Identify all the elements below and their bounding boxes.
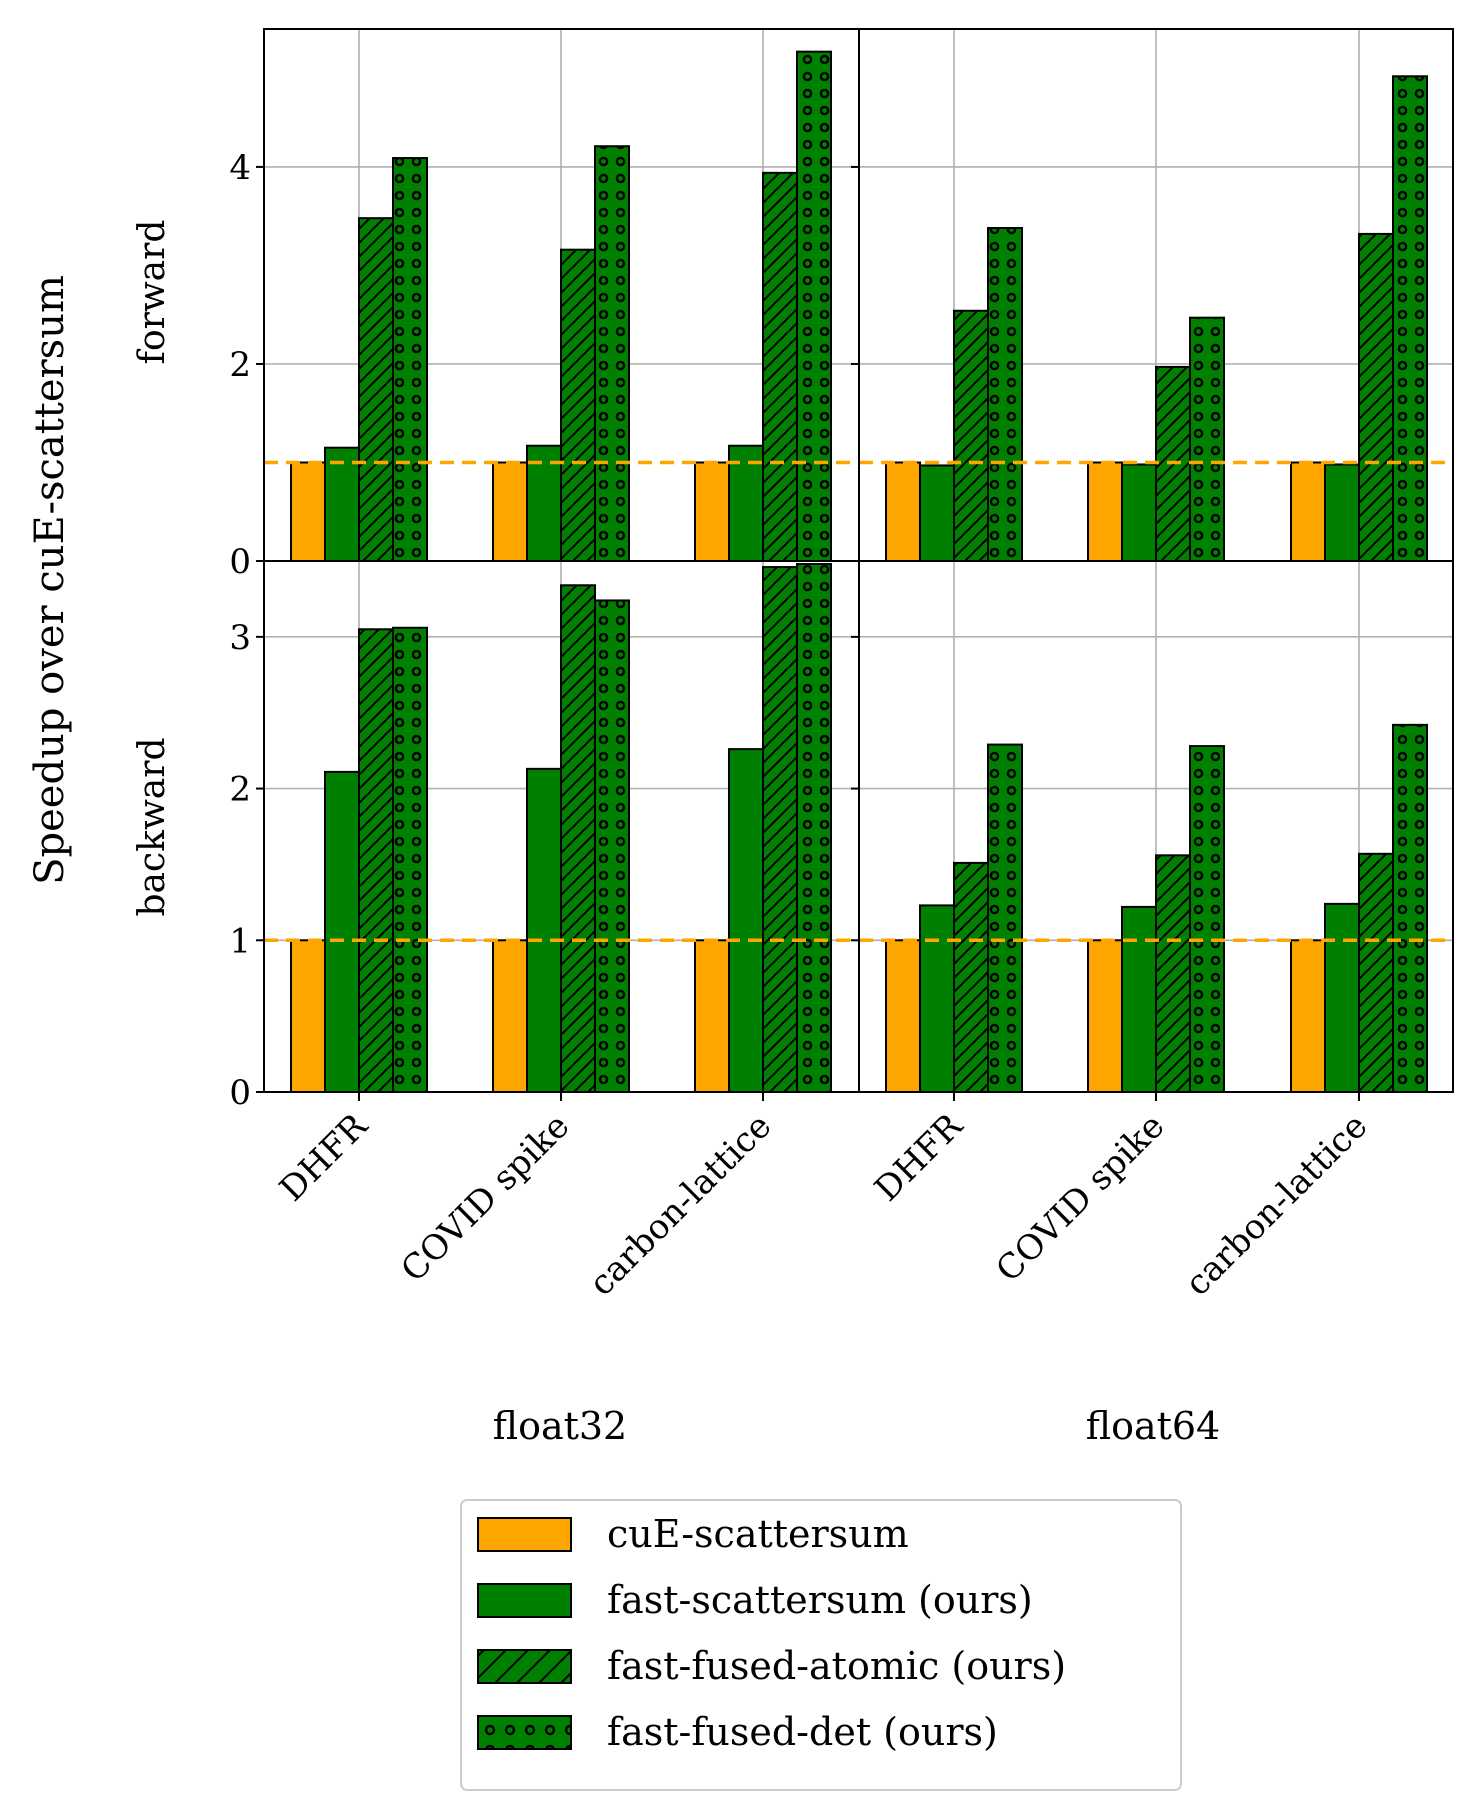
bar-forward-float64-covid-spike-cue-scattersum [1087, 461, 1123, 562]
ytick-label-backward-0: 0 [229, 1073, 251, 1113]
bar-forward-float32-dhfr-fast-fused-det-ours [392, 157, 428, 562]
bar-backward-float32-covid-spike-fast-scattersum-ours [526, 767, 562, 1093]
legend-swatch-fast-fused-det [477, 1715, 572, 1750]
ytick-label-backward-1: 1 [229, 921, 251, 961]
xtick-label-float32-carbon-lattice: carbon-lattice [582, 1106, 780, 1304]
xtick-label-float32-covid-spike: COVID spike [393, 1106, 577, 1290]
bar-backward-float32-dhfr-fast-fused-atomic-ours [358, 628, 394, 1093]
bar-backward-float64-carbon-lattice-fast-scattersum-ours [1324, 902, 1360, 1093]
bar-backward-float32-carbon-lattice-fast-fused-det-ours [796, 563, 832, 1093]
ytick-label-forward-2: 2 [229, 345, 251, 385]
bar-forward-float64-carbon-lattice-cue-scattersum [1290, 461, 1326, 562]
bar-forward-float64-dhfr-fast-scattersum-ours [919, 464, 955, 563]
bar-backward-float64-dhfr-fast-fused-det-ours [987, 743, 1023, 1093]
bar-forward-float32-covid-spike-fast-fused-det-ours [594, 145, 630, 562]
legend: cuE-scattersum fast-scattersum (ours) fa… [460, 1499, 1182, 1791]
bar-forward-float64-carbon-lattice-fast-fused-atomic-ours [1358, 232, 1394, 562]
bar-forward-float64-dhfr-fast-fused-det-ours [987, 227, 1023, 562]
bar-backward-float64-covid-spike-fast-fused-det-ours [1189, 745, 1225, 1093]
bar-forward-float64-covid-spike-fast-fused-det-ours [1189, 316, 1225, 563]
bar-backward-float32-covid-spike-cue-scattersum [492, 939, 528, 1093]
xtick-label-float32-dhfr: DHFR [272, 1105, 376, 1209]
xtick-label-float64-carbon-lattice: carbon-lattice [1178, 1106, 1376, 1304]
legend-swatch-fast-fused-atomic [477, 1649, 572, 1684]
xtick-label-float64-dhfr: DHFR [867, 1105, 971, 1209]
bar-backward-float64-dhfr-cue-scattersum [885, 939, 921, 1093]
bar-backward-float64-carbon-lattice-fast-fused-atomic-ours [1358, 852, 1394, 1094]
legend-swatch-cue-scattersum [477, 1517, 572, 1552]
ytick-label-backward-2: 2 [229, 770, 251, 810]
bar-forward-float64-covid-spike-fast-scattersum-ours [1121, 463, 1157, 562]
bar-forward-float32-covid-spike-fast-fused-atomic-ours [560, 248, 596, 562]
bar-backward-float32-dhfr-fast-fused-det-ours [392, 626, 428, 1093]
bar-forward-float32-carbon-lattice-fast-fused-atomic-ours [762, 171, 798, 562]
bar-backward-float64-carbon-lattice-fast-fused-det-ours [1392, 723, 1428, 1093]
column-label-float64: float64 [1086, 1404, 1221, 1448]
bar-forward-float32-dhfr-fast-fused-atomic-ours [358, 217, 394, 562]
bar-backward-float64-dhfr-fast-scattersum-ours [919, 904, 955, 1093]
bar-backward-float64-dhfr-fast-fused-atomic-ours [953, 861, 989, 1094]
column-label-float32: float32 [493, 1404, 628, 1448]
legend-swatch-fast-scattersum [477, 1583, 572, 1618]
legend-label-cue-scattersum: cuE-scattersum [607, 1512, 909, 1556]
bar-backward-float64-covid-spike-cue-scattersum [1087, 939, 1123, 1093]
legend-label-fast-fused-det: fast-fused-det (ours) [607, 1710, 998, 1754]
bar-forward-float64-carbon-lattice-fast-fused-det-ours [1392, 75, 1428, 563]
bar-forward-float32-covid-spike-cue-scattersum [492, 461, 528, 562]
bar-forward-float32-carbon-lattice-fast-fused-det-ours [796, 50, 832, 562]
bar-forward-float32-carbon-lattice-cue-scattersum [694, 461, 730, 562]
ytick-label-forward-4: 4 [229, 148, 251, 188]
row-label-forward: forward [132, 220, 173, 365]
row-label-backward: backward [132, 737, 173, 916]
bar-backward-float32-covid-spike-fast-fused-det-ours [594, 599, 630, 1094]
bar-backward-float32-dhfr-fast-scattersum-ours [324, 770, 360, 1094]
legend-label-fast-scattersum: fast-scattersum (ours) [607, 1578, 1033, 1622]
bar-backward-float64-covid-spike-fast-fused-atomic-ours [1155, 854, 1191, 1094]
y-axis-label: Speedup over cuE-scattersum [27, 275, 73, 885]
bar-backward-float32-dhfr-cue-scattersum [290, 939, 326, 1093]
bar-forward-float32-dhfr-fast-scattersum-ours [324, 446, 360, 562]
bar-backward-float64-carbon-lattice-cue-scattersum [1290, 939, 1326, 1093]
bar-backward-float32-covid-spike-fast-fused-atomic-ours [560, 584, 596, 1093]
bar-forward-float32-dhfr-cue-scattersum [290, 461, 326, 562]
bar-forward-float64-dhfr-fast-fused-atomic-ours [953, 309, 989, 562]
bar-backward-float32-carbon-lattice-fast-fused-atomic-ours [762, 566, 798, 1093]
legend-label-fast-fused-atomic: fast-fused-atomic (ours) [607, 1644, 1066, 1688]
bar-forward-float64-carbon-lattice-fast-scattersum-ours [1324, 463, 1360, 562]
legend-frame [460, 1499, 1182, 1791]
bar-backward-float32-carbon-lattice-fast-scattersum-ours [728, 748, 764, 1094]
xtick-label-float64-covid-spike: COVID spike [988, 1106, 1172, 1290]
ytick-label-forward-0: 0 [229, 542, 251, 582]
bar-forward-float64-dhfr-cue-scattersum [885, 461, 921, 562]
ytick-label-backward-3: 3 [229, 618, 251, 658]
bar-backward-float64-covid-spike-fast-scattersum-ours [1121, 905, 1157, 1093]
bar-backward-float32-carbon-lattice-cue-scattersum [694, 939, 730, 1093]
